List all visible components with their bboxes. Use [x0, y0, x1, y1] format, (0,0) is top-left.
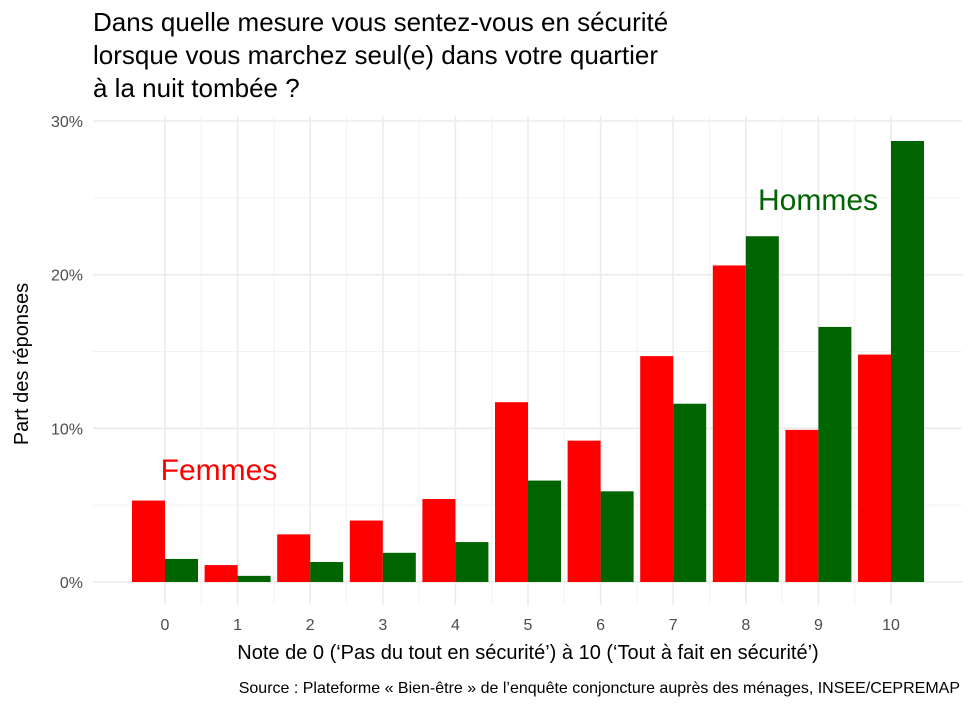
- title-line: à la nuit tombée ?: [93, 73, 300, 103]
- bar-hommes-3: [382, 552, 416, 582]
- bar-hommes-6: [600, 491, 634, 582]
- bar-femmes-5: [495, 402, 528, 582]
- bar-hommes-10: [891, 140, 924, 582]
- bar-hommes-7: [673, 403, 707, 582]
- bar-femmes-9: [785, 429, 819, 582]
- x-tick-label: 7: [669, 617, 678, 634]
- bar-femmes-10: [858, 354, 891, 582]
- x-tick-label: 1: [233, 617, 242, 634]
- x-tick-label: 2: [306, 617, 315, 634]
- x-tick-label: 6: [596, 617, 605, 634]
- chart-title: Dans quelle mesure vous sentez-vous en s…: [93, 7, 668, 103]
- x-axis-title: Note de 0 (‘Pas du tout en sécurité’) à …: [237, 642, 818, 664]
- title-line: lorsque vous marchez seul(e) dans votre …: [93, 40, 658, 70]
- bar-hommes-2: [310, 562, 344, 582]
- x-tick-label: 3: [378, 617, 387, 634]
- y-tick-label: 0%: [60, 575, 83, 592]
- y-tick-label: 20%: [51, 268, 83, 285]
- x-tick-labels: 0 1 2 3 4 5 6 7 8 9 10: [161, 617, 900, 634]
- bar-hommes-1: [237, 575, 271, 582]
- x-tick-label: 10: [882, 617, 900, 634]
- bar-femmes-3: [349, 520, 383, 582]
- x-tick-label: 0: [161, 617, 170, 634]
- bar-femmes-1: [204, 565, 238, 582]
- y-axis-title: Part des réponses: [11, 283, 33, 445]
- series-label-hommes: Hommes: [758, 184, 878, 217]
- y-tick-label: 30%: [51, 114, 83, 131]
- bar-hommes-5: [528, 480, 561, 582]
- bar-hommes-9: [818, 326, 852, 582]
- title-line: Dans quelle mesure vous sentez-vous en s…: [93, 7, 668, 37]
- x-tick-label: 4: [451, 617, 460, 634]
- series-label-femmes: Femmes: [161, 454, 278, 487]
- bar-femmes-8: [712, 265, 746, 582]
- y-tick-label: 10%: [51, 421, 83, 438]
- y-tick-labels: 0% 10% 20% 30%: [51, 114, 83, 592]
- bar-femmes-2: [277, 534, 311, 582]
- bar-femmes-7: [640, 356, 674, 582]
- x-tick-label: 9: [814, 617, 823, 634]
- bars: [132, 140, 924, 582]
- x-tick-label: 5: [524, 617, 533, 634]
- bar-femmes-6: [567, 440, 601, 582]
- source-caption: Source : Plateforme « Bien-être » de l’e…: [239, 680, 960, 697]
- bar-hommes-8: [745, 236, 779, 582]
- bar-hommes-4: [455, 542, 489, 582]
- x-tick-label: 8: [741, 617, 750, 634]
- bar-femmes-4: [422, 499, 456, 582]
- bar-hommes-0: [165, 558, 198, 582]
- bar-femmes-0: [132, 500, 165, 582]
